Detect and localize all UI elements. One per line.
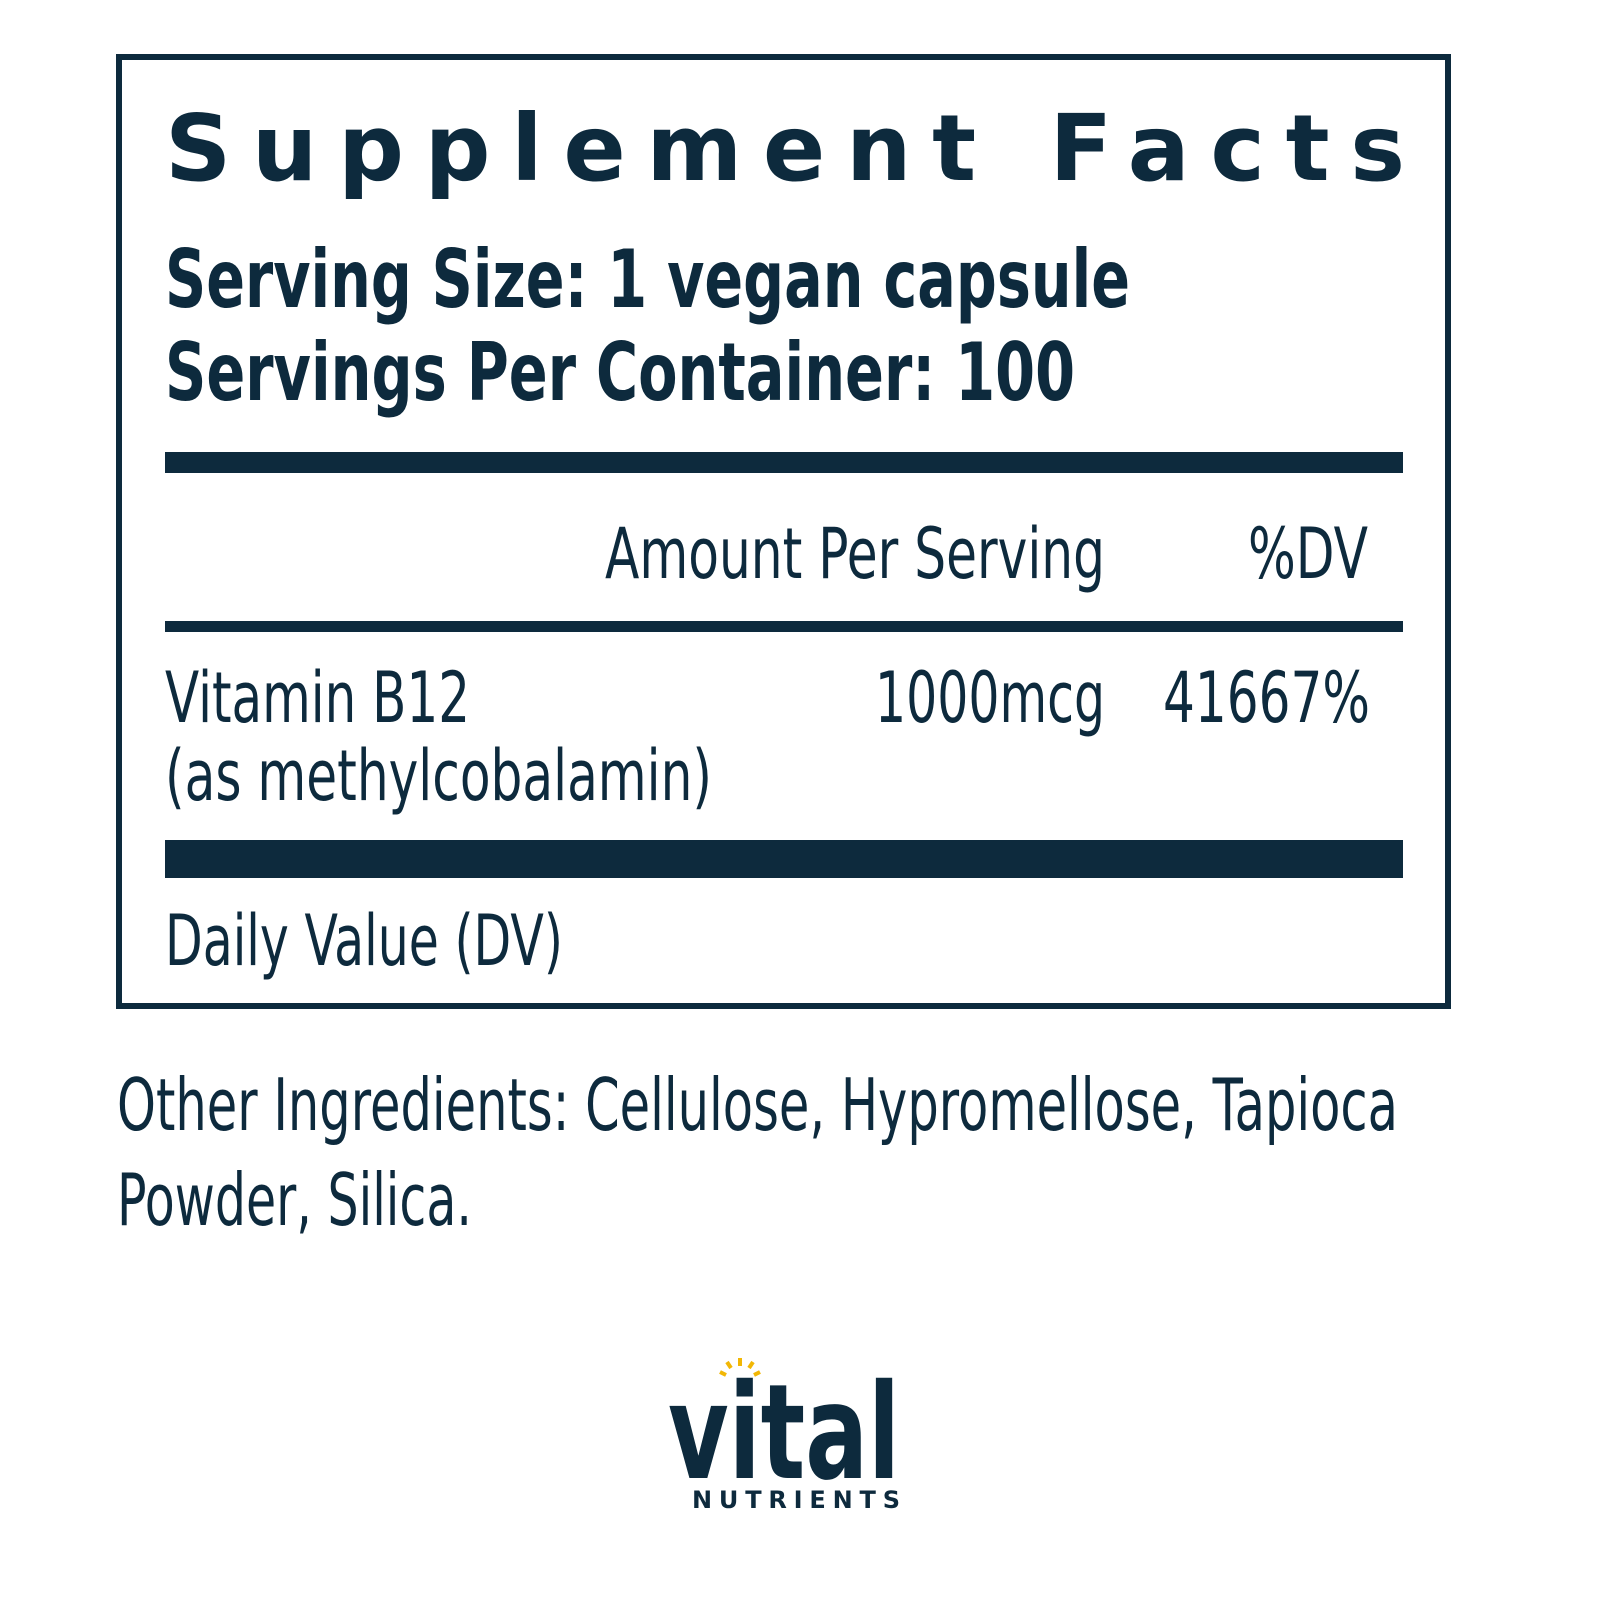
amount-header: Amount Per Serving — [605, 513, 1105, 595]
nutrient-dv: 41667% — [1163, 657, 1370, 739]
panel-title: Supplement Facts — [165, 95, 1405, 202]
dv-header: %DV — [1248, 513, 1368, 595]
thick-rule — [165, 840, 1403, 878]
footnote: Daily Value (DV) — [165, 900, 563, 982]
brand-name: vital — [668, 1356, 900, 1510]
nutrient-amount: 1000mcg — [875, 657, 1105, 739]
other-ingredients: Powder, Silica. — [117, 1158, 472, 1242]
servings-per-container: Servings Per Container: 100 — [165, 326, 1075, 419]
thin-rule — [165, 621, 1403, 632]
nutrient-name: Vitamin B12 — [165, 657, 470, 739]
other-ingredients: Other Ingredients: Cellulose, Hypromello… — [117, 1063, 1398, 1147]
brand-tagline: NUTRIENTS — [692, 1486, 900, 1514]
serving-size: Serving Size: 1 vegan capsule — [165, 233, 1130, 326]
logo-sun — [719, 1358, 761, 1377]
panel-border — [116, 54, 1451, 1009]
thick-rule — [165, 452, 1403, 473]
nutrient-form: (as methylcobalamin) — [165, 735, 712, 817]
